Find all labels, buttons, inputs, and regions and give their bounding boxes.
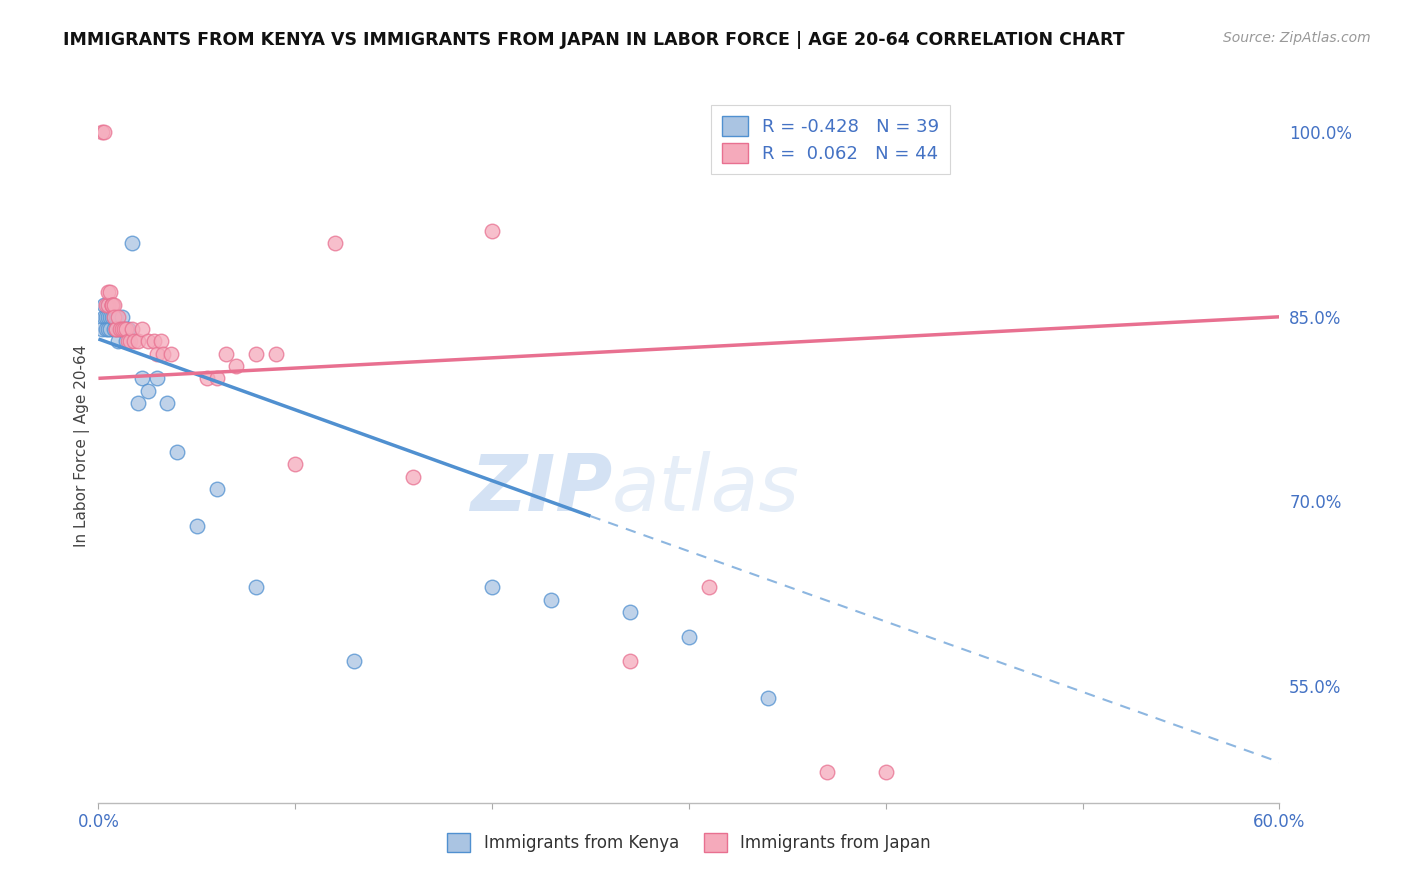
Point bbox=[117, 334, 139, 349]
Point bbox=[98, 322, 121, 336]
Point bbox=[142, 334, 165, 349]
Point bbox=[815, 765, 838, 780]
Point bbox=[160, 347, 183, 361]
Text: IMMIGRANTS FROM KENYA VS IMMIGRANTS FROM JAPAN IN LABOR FORCE | AGE 20-64 CORREL: IMMIGRANTS FROM KENYA VS IMMIGRANTS FROM… bbox=[63, 31, 1125, 49]
Point bbox=[264, 347, 287, 361]
Point bbox=[156, 396, 179, 410]
Point bbox=[107, 322, 129, 336]
Point bbox=[619, 654, 641, 668]
Point bbox=[101, 297, 124, 311]
Point bbox=[323, 235, 346, 250]
Point bbox=[96, 322, 118, 336]
Point bbox=[756, 691, 779, 706]
Point bbox=[101, 297, 124, 311]
Point bbox=[93, 310, 115, 324]
Point bbox=[91, 125, 114, 139]
Point bbox=[103, 310, 125, 324]
Point bbox=[284, 458, 307, 472]
Point bbox=[245, 347, 267, 361]
Point bbox=[105, 310, 128, 324]
Point bbox=[115, 322, 138, 336]
Point bbox=[136, 384, 159, 398]
Point bbox=[103, 297, 125, 311]
Point bbox=[112, 322, 135, 336]
Point bbox=[343, 654, 366, 668]
Point bbox=[146, 371, 169, 385]
Point bbox=[118, 334, 141, 349]
Point bbox=[97, 310, 120, 324]
Point bbox=[697, 581, 720, 595]
Point bbox=[127, 334, 149, 349]
Point bbox=[875, 765, 897, 780]
Point bbox=[103, 322, 125, 336]
Point bbox=[152, 347, 174, 361]
Point bbox=[146, 347, 169, 361]
Point bbox=[101, 310, 124, 324]
Point bbox=[215, 347, 238, 361]
Point bbox=[166, 445, 188, 459]
Point bbox=[540, 592, 562, 607]
Text: ZIP: ZIP bbox=[470, 450, 612, 527]
Point bbox=[98, 285, 121, 300]
Point bbox=[97, 322, 120, 336]
Legend: Immigrants from Kenya, Immigrants from Japan: Immigrants from Kenya, Immigrants from J… bbox=[440, 827, 938, 859]
Point bbox=[107, 310, 129, 324]
Point bbox=[481, 224, 503, 238]
Point bbox=[97, 297, 120, 311]
Point bbox=[101, 297, 124, 311]
Point bbox=[105, 322, 128, 336]
Point bbox=[93, 297, 115, 311]
Point bbox=[131, 322, 153, 336]
Y-axis label: In Labor Force | Age 20-64: In Labor Force | Age 20-64 bbox=[75, 345, 90, 547]
Text: atlas: atlas bbox=[612, 450, 800, 527]
Point bbox=[245, 581, 267, 595]
Point bbox=[678, 630, 700, 644]
Point bbox=[481, 581, 503, 595]
Point bbox=[108, 322, 131, 336]
Text: Source: ZipAtlas.com: Source: ZipAtlas.com bbox=[1223, 31, 1371, 45]
Point bbox=[205, 482, 228, 496]
Point bbox=[131, 371, 153, 385]
Point bbox=[136, 334, 159, 349]
Point bbox=[195, 371, 218, 385]
Point bbox=[121, 322, 143, 336]
Point bbox=[108, 322, 131, 336]
Point bbox=[96, 297, 118, 311]
Point bbox=[105, 322, 128, 336]
Point bbox=[111, 310, 134, 324]
Point bbox=[97, 297, 120, 311]
Point bbox=[103, 310, 125, 324]
Point bbox=[150, 334, 173, 349]
Point bbox=[93, 125, 115, 139]
Point bbox=[225, 359, 247, 373]
Point bbox=[127, 396, 149, 410]
Point bbox=[112, 322, 135, 336]
Point bbox=[619, 605, 641, 619]
Point bbox=[97, 285, 120, 300]
Point bbox=[402, 469, 425, 483]
Point bbox=[205, 371, 228, 385]
Point bbox=[117, 322, 139, 336]
Point bbox=[96, 310, 118, 324]
Point bbox=[107, 334, 129, 349]
Point bbox=[105, 322, 128, 336]
Point bbox=[115, 334, 138, 349]
Point bbox=[122, 334, 145, 349]
Point bbox=[91, 322, 114, 336]
Point bbox=[186, 519, 208, 533]
Point bbox=[111, 322, 134, 336]
Point bbox=[121, 235, 143, 250]
Point bbox=[98, 310, 121, 324]
Point bbox=[101, 297, 124, 311]
